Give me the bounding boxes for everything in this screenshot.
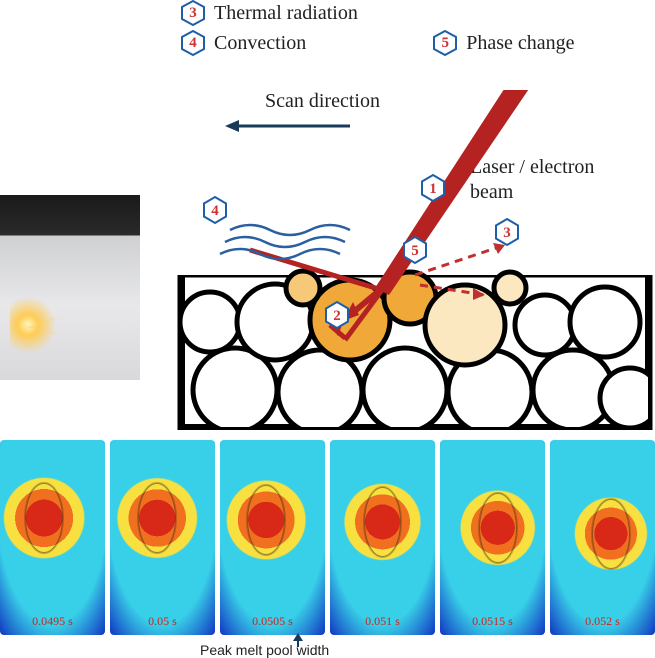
marker-5-icon: 5 bbox=[404, 237, 426, 263]
peak-arrow-icon bbox=[290, 633, 306, 647]
legend-label-3: Thermal radiation bbox=[214, 2, 358, 25]
marker-4-icon: 4 bbox=[204, 197, 226, 223]
hex-num: 4 bbox=[189, 35, 197, 52]
legend-label-5: Phase change bbox=[466, 32, 574, 55]
spark-icon bbox=[10, 295, 70, 355]
svg-text:3: 3 bbox=[503, 225, 511, 241]
legend: 3 Thermal radiation 4 Convection 5 Phase… bbox=[180, 0, 650, 60]
marker-3-icon: 3 bbox=[496, 219, 518, 245]
svg-text:4: 4 bbox=[211, 203, 219, 219]
hex-marker-3-icon: 3 bbox=[180, 0, 206, 26]
hex-num: 3 bbox=[189, 5, 197, 22]
peak-caption: Peak melt pool width bbox=[200, 642, 329, 658]
simulation-row: 0.0495 s 0.05 s 0.0505 s 0.051 s 0.0515 s 0.0… bbox=[0, 440, 655, 635]
schematic-diagram: 1 2 3 4 5 bbox=[175, 90, 655, 430]
svg-text:1: 1 bbox=[429, 181, 437, 197]
marker-2-icon: 2 bbox=[326, 302, 348, 328]
photo-panel bbox=[0, 195, 140, 380]
svg-text:5: 5 bbox=[411, 243, 419, 259]
sim-panel: 0.051 s bbox=[330, 440, 435, 635]
sim-panel: 0.0505 s bbox=[220, 440, 325, 635]
sim-panel: 0.05 s bbox=[110, 440, 215, 635]
hex-num: 5 bbox=[441, 35, 449, 52]
hex-marker-4-icon: 4 bbox=[180, 30, 206, 56]
legend-label-4: Convection bbox=[214, 32, 306, 55]
legend-row-4-5: 4 Convection 5 Phase change bbox=[180, 30, 650, 56]
hex-marker-5-icon: 5 bbox=[432, 30, 458, 56]
particles-group bbox=[180, 271, 655, 430]
marker-1-icon: 1 bbox=[422, 175, 444, 201]
sim-panel: 0.0515 s bbox=[440, 440, 545, 635]
legend-row-3: 3 Thermal radiation bbox=[180, 0, 650, 26]
sim-time-label: 0.0495 s bbox=[0, 614, 105, 629]
sim-time-label: 0.051 s bbox=[330, 614, 435, 629]
sim-time-label: 0.0505 s bbox=[220, 614, 325, 629]
sim-time-label: 0.0515 s bbox=[440, 614, 545, 629]
convection-waves-icon bbox=[220, 225, 350, 259]
sim-time-label: 0.052 s bbox=[550, 614, 655, 629]
sim-time-label: 0.05 s bbox=[110, 614, 215, 629]
svg-text:2: 2 bbox=[333, 308, 341, 324]
sim-panel: 0.0495 s bbox=[0, 440, 105, 635]
sim-panel: 0.052 s bbox=[550, 440, 655, 635]
